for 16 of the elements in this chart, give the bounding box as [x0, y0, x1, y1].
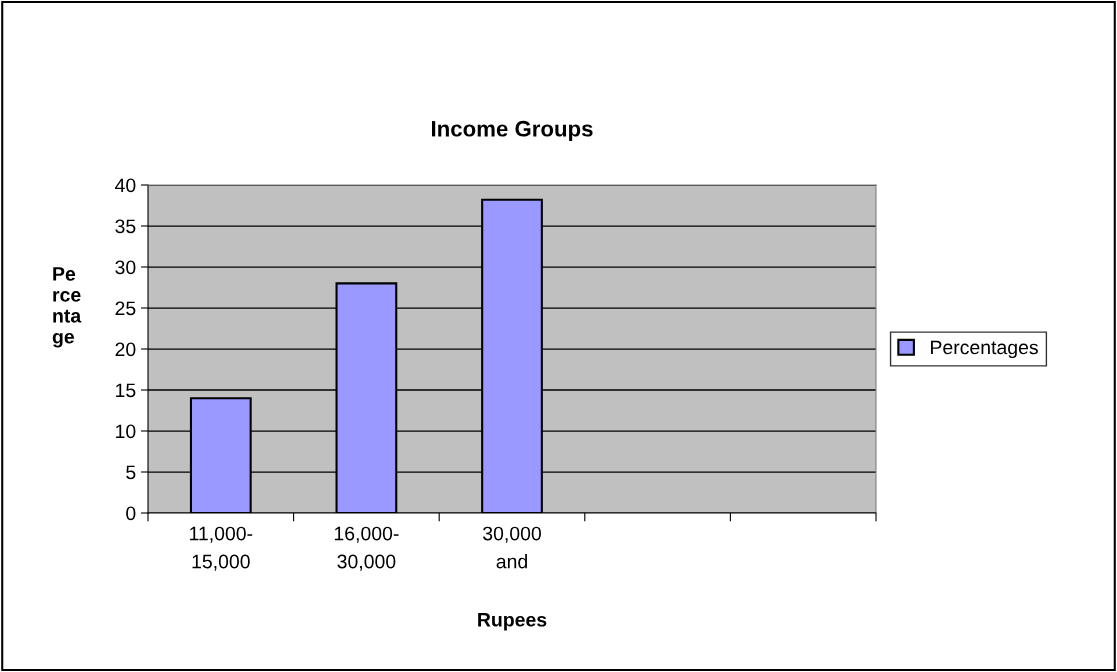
- y-tick-label: 40: [115, 178, 136, 193]
- y-tick-label: 5: [126, 465, 136, 480]
- x-tick-label: 16,000- 30,000: [334, 526, 399, 571]
- x-tick-label: 11,000- 15,000: [190, 526, 253, 571]
- y-tick-label: 30: [115, 260, 136, 275]
- y-tick-label: 25: [115, 301, 136, 316]
- y-axis-title: Pe rce nta ge: [52, 267, 82, 348]
- y-tick-label: 20: [115, 342, 136, 357]
- x-tick-label: 30,000 and: [483, 526, 541, 569]
- y-tick-label: 35: [115, 219, 136, 234]
- y-tick-label: 15: [116, 383, 136, 398]
- y-tick-label: 10: [116, 424, 136, 439]
- legend-label: Percentages: [931, 340, 1038, 359]
- y-tick-label: 0: [126, 506, 136, 521]
- chart-title: Income Groups: [432, 120, 593, 141]
- x-axis-title: Rupees: [478, 613, 547, 631]
